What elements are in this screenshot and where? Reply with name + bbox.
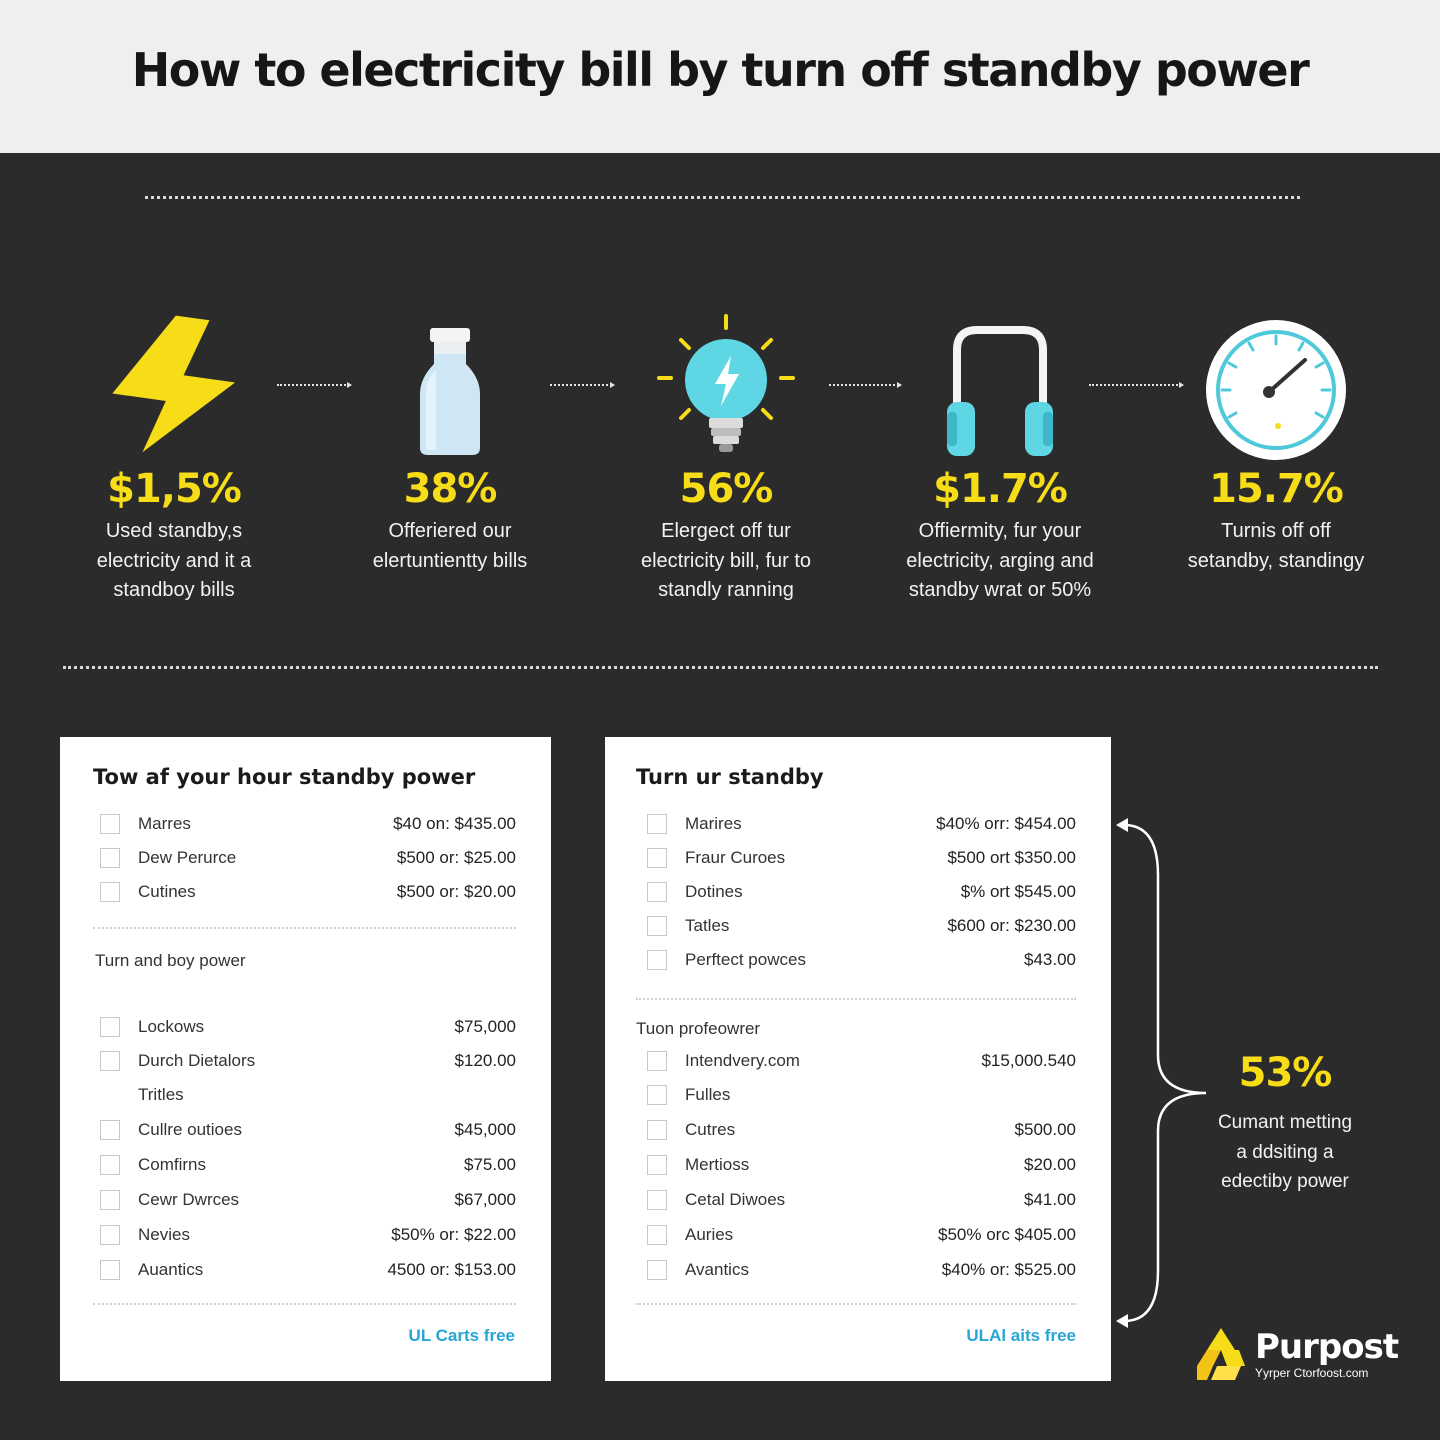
checkbox[interactable] xyxy=(100,1017,120,1037)
checkbox[interactable] xyxy=(100,1051,120,1071)
checkbox[interactable] xyxy=(647,814,667,834)
checkbox[interactable] xyxy=(647,1260,667,1280)
section-title: Tuon profeowrer xyxy=(636,1019,761,1038)
curly-bracket-icon xyxy=(1110,815,1210,1340)
stat-item: 38% Offeriered our elertuntientty bills xyxy=(305,310,595,576)
checkbox[interactable] xyxy=(647,1120,667,1140)
card-divider xyxy=(636,1303,1076,1305)
list-item[interactable]: Lockows $75,000 xyxy=(100,1010,516,1044)
brand-url: Yyrper Ctorfoost.com xyxy=(1255,1366,1369,1380)
list-item[interactable]: Perftect powces $43.00 xyxy=(647,943,1076,977)
list-item[interactable]: Marres $40 on: $435.00 xyxy=(100,807,516,841)
card-divider xyxy=(636,998,1076,1000)
stat-value: $1.7% xyxy=(933,466,1068,512)
brand-logo: Purpost Yyrper Ctorfoost.com xyxy=(1195,1326,1399,1382)
connector-arrow xyxy=(277,382,352,388)
stat-value: 56% xyxy=(679,466,774,512)
list-item[interactable]: Auries $50% orc $405.00 xyxy=(647,1218,1076,1252)
card-title: Turn ur standby xyxy=(636,765,824,789)
list-item[interactable]: Fraur Curoes $500 ort $350.00 xyxy=(647,841,1076,875)
stat-description: Elergect off tur electricity bill, fur to… xyxy=(640,520,812,601)
checkbox[interactable] xyxy=(647,950,667,970)
checkbox[interactable] xyxy=(100,1155,120,1175)
card-divider xyxy=(93,1303,516,1305)
list-item: Tritles xyxy=(138,1085,184,1104)
connector-arrow xyxy=(829,382,902,388)
stat-description: Offeriered our elertuntientty bills xyxy=(372,520,528,572)
checkbox[interactable] xyxy=(100,848,120,868)
stat-description: Offiermity, fur your electricity, arging … xyxy=(906,520,1094,601)
section-title: Turn and boy power xyxy=(95,951,246,970)
list-item[interactable]: Auantics 4500 or: $153.00 xyxy=(100,1253,516,1287)
checkbox[interactable] xyxy=(647,848,667,868)
checkbox[interactable] xyxy=(647,1085,667,1105)
side-stat-description: Cumant metting a ddsiting a edectiby power xyxy=(1217,1112,1353,1192)
checkbox[interactable] xyxy=(647,882,667,902)
list-item[interactable]: Cullre outioes $45,000 xyxy=(100,1113,516,1147)
list-item[interactable]: Marires $40% orr: $454.00 xyxy=(647,807,1076,841)
list-item[interactable]: Dew Perurce $500 or: $25.00 xyxy=(100,841,516,875)
stat-description: Turnis off off setandby, standingy xyxy=(1187,520,1365,572)
list-item[interactable]: Mertioss $20.00 xyxy=(647,1148,1076,1182)
stat-value: 38% xyxy=(403,466,498,512)
list-item[interactable]: Cewr Dwrces $67,000 xyxy=(100,1183,516,1217)
bottle-icon xyxy=(305,310,595,460)
checkbox[interactable] xyxy=(100,814,120,834)
standby-checklist-card-right: Turn ur standby Marires $40% orr: $454.00… xyxy=(605,737,1111,1381)
checkbox[interactable] xyxy=(647,1051,667,1071)
checkbox[interactable] xyxy=(100,1260,120,1280)
list-item[interactable]: Cetal Diwoes $41.00 xyxy=(647,1183,1076,1217)
list-item[interactable]: Nevies $50% or: $22.00 xyxy=(100,1218,516,1252)
stat-item: $1.7% Offiermity, fur your electricity, a… xyxy=(855,310,1145,606)
list-item[interactable]: Intendvery.com $15,000.540 xyxy=(647,1044,1076,1078)
stat-value: 15.7% xyxy=(1209,466,1344,512)
checkbox[interactable] xyxy=(100,882,120,902)
stat-item: 15.7% Turnis off off setandby, standingy xyxy=(1131,310,1421,576)
checkbox[interactable] xyxy=(647,916,667,936)
brand-name: Purpost xyxy=(1255,1327,1399,1367)
list-item[interactable]: Fulles xyxy=(647,1078,1076,1112)
cta-link[interactable]: UL Carts free xyxy=(408,1326,515,1345)
side-stat-value: 53% xyxy=(1238,1050,1333,1096)
page-title: How to electricity bill by turn off stan… xyxy=(131,42,1310,97)
checkbox[interactable] xyxy=(100,1120,120,1140)
list-item[interactable]: Comfirns $75.00 xyxy=(100,1148,516,1182)
light-bulb-icon xyxy=(581,310,871,460)
card-divider xyxy=(93,927,516,929)
connector-arrow xyxy=(550,382,615,388)
list-item[interactable]: Avantics $40% or: $525.00 xyxy=(647,1253,1076,1287)
headphones-icon xyxy=(855,310,1145,460)
stat-item: 56% Elergect off tur electricity bill, fu… xyxy=(581,310,871,606)
brand-mark-icon xyxy=(1197,1328,1245,1380)
dotted-divider-top xyxy=(145,196,1300,199)
list-item[interactable]: Cutines $500 or: $20.00 xyxy=(100,875,516,909)
list-item[interactable]: Cutres $500.00 xyxy=(647,1113,1076,1147)
stat-item: $1,5% Used standby,s electricity and it a… xyxy=(29,310,319,606)
checkbox[interactable] xyxy=(647,1155,667,1175)
checkbox[interactable] xyxy=(647,1190,667,1210)
dotted-divider-middle xyxy=(63,666,1378,669)
checkbox[interactable] xyxy=(100,1225,120,1245)
cta-link[interactable]: ULAl aits free xyxy=(966,1326,1076,1345)
checkbox[interactable] xyxy=(100,1190,120,1210)
stat-description: Used standby,s electricity and it a standb… xyxy=(96,520,252,601)
list-item[interactable]: Dotines $% ort $545.00 xyxy=(647,875,1076,909)
standby-checklist-card-left: Tow af your hour standby power Marres $40… xyxy=(60,737,551,1381)
gauge-icon xyxy=(1131,310,1421,460)
checkbox[interactable] xyxy=(647,1225,667,1245)
stat-value: $1,5% xyxy=(107,466,242,512)
list-item[interactable]: Tatles $600 or: $230.00 xyxy=(647,909,1076,943)
list-item[interactable]: Durch Dietalors $120.00 xyxy=(100,1044,516,1078)
lightning-bolt-icon xyxy=(29,310,319,460)
connector-arrow xyxy=(1089,382,1184,388)
header-banner: How to electricity bill by turn off stan… xyxy=(0,0,1440,153)
card-title: Tow af your hour standby power xyxy=(93,765,476,789)
